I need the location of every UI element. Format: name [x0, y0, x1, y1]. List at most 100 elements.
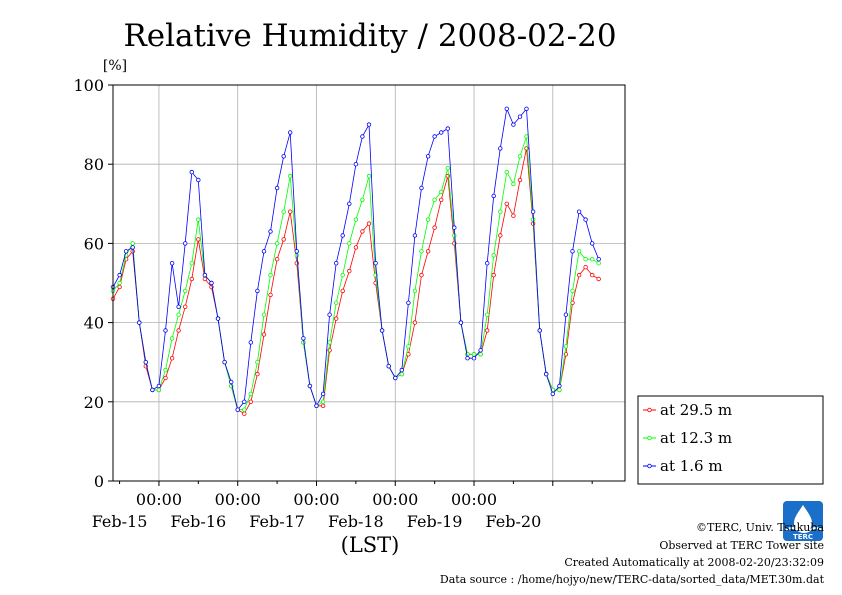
data-point [504, 106, 509, 111]
data-point [498, 146, 503, 151]
legend-item: at 29.5 m [643, 401, 732, 419]
data-point [419, 185, 424, 191]
data-point [334, 316, 339, 321]
series-line [112, 107, 600, 411]
data-point [182, 241, 188, 246]
data-point [242, 411, 247, 416]
data-point [327, 340, 332, 345]
data-point [347, 268, 352, 274]
data-point [222, 360, 227, 365]
axis-ticks: 0 20 40 60 80 100 00:00 00:00 00:00 00:00 00:00 Feb… [73, 76, 593, 531]
data-point [590, 272, 595, 278]
data-point [169, 336, 175, 341]
data-point [288, 209, 293, 214]
series-2 [110, 134, 601, 412]
data-point [169, 261, 175, 266]
data-point [366, 173, 372, 179]
data-point [320, 399, 326, 404]
data-point [360, 229, 365, 234]
data-point [485, 261, 490, 266]
data-point [117, 272, 122, 278]
series-line [112, 136, 599, 411]
data-point [248, 399, 253, 404]
data-point [268, 229, 273, 234]
x-date-label: Feb-17 [249, 512, 305, 531]
data-point [530, 209, 536, 214]
data-point [458, 320, 464, 325]
copyright-text: ©TERC, Univ. Tsukuba [695, 521, 824, 534]
data-point [320, 403, 326, 408]
x-date-label: Feb-19 [407, 512, 463, 531]
data-point [163, 367, 168, 373]
data-point [511, 122, 516, 127]
data-point [150, 387, 155, 393]
x-date-label: Feb-18 [328, 512, 384, 531]
data-point [386, 364, 391, 369]
data-source-text: Data source : /home/hojyo/new/TERC-data/… [439, 573, 824, 586]
data-point [379, 328, 385, 333]
data-point [130, 245, 135, 250]
data-point [261, 332, 267, 337]
data-point [439, 189, 444, 195]
legend: at 29.5 m at 12.3 m at 1.6 m [637, 395, 824, 485]
series-1 [110, 146, 601, 416]
data-point [360, 197, 365, 202]
data-point [281, 209, 286, 214]
data-point [360, 134, 365, 139]
data-point [478, 348, 483, 353]
data-point [274, 185, 280, 191]
data-point [248, 340, 253, 345]
x-time-label: 00:00 [293, 490, 339, 509]
data-point [202, 276, 208, 282]
data-point [425, 154, 431, 159]
data-point [301, 336, 306, 341]
data-point [163, 375, 168, 381]
data-point [511, 181, 516, 187]
plot-frame [112, 84, 626, 482]
data-point [130, 241, 135, 246]
data-point [445, 126, 450, 131]
data-point [196, 217, 201, 222]
data-point [425, 249, 431, 254]
data-point [255, 371, 260, 377]
data-point [294, 249, 299, 254]
data-point [576, 272, 582, 278]
series-group [110, 106, 601, 416]
data-point [248, 391, 253, 397]
data-point [498, 233, 503, 238]
data-point [504, 169, 509, 175]
data-point [445, 165, 450, 171]
logo-text: TERC [793, 533, 813, 541]
data-point [419, 272, 424, 278]
data-point [176, 328, 181, 333]
data-point [557, 383, 562, 389]
data-point [366, 221, 372, 226]
data-point [288, 173, 293, 179]
data-point [255, 360, 260, 365]
data-point [242, 399, 247, 404]
data-point [314, 403, 319, 408]
x-time-label: 00:00 [372, 490, 418, 509]
x-time-label: 00:00 [451, 490, 497, 509]
data-point [196, 237, 201, 242]
data-point [366, 122, 372, 127]
data-point [123, 249, 129, 254]
chart-title: Relative Humidity / 2008-02-20 [123, 18, 616, 54]
data-point [196, 177, 201, 183]
data-point [471, 356, 477, 361]
y-axis-unit: [%] [103, 58, 127, 74]
data-point [228, 379, 234, 385]
x-date-label: Feb-16 [170, 512, 226, 531]
data-point [255, 288, 260, 294]
series-line [112, 148, 599, 415]
data-point [465, 356, 470, 361]
data-point [169, 356, 175, 361]
legend-box [637, 395, 824, 485]
data-point [274, 241, 280, 246]
y-tick-label: 20 [84, 393, 104, 412]
data-point [596, 261, 601, 266]
data-point [347, 241, 352, 246]
data-point [281, 237, 286, 242]
data-point [576, 249, 582, 254]
